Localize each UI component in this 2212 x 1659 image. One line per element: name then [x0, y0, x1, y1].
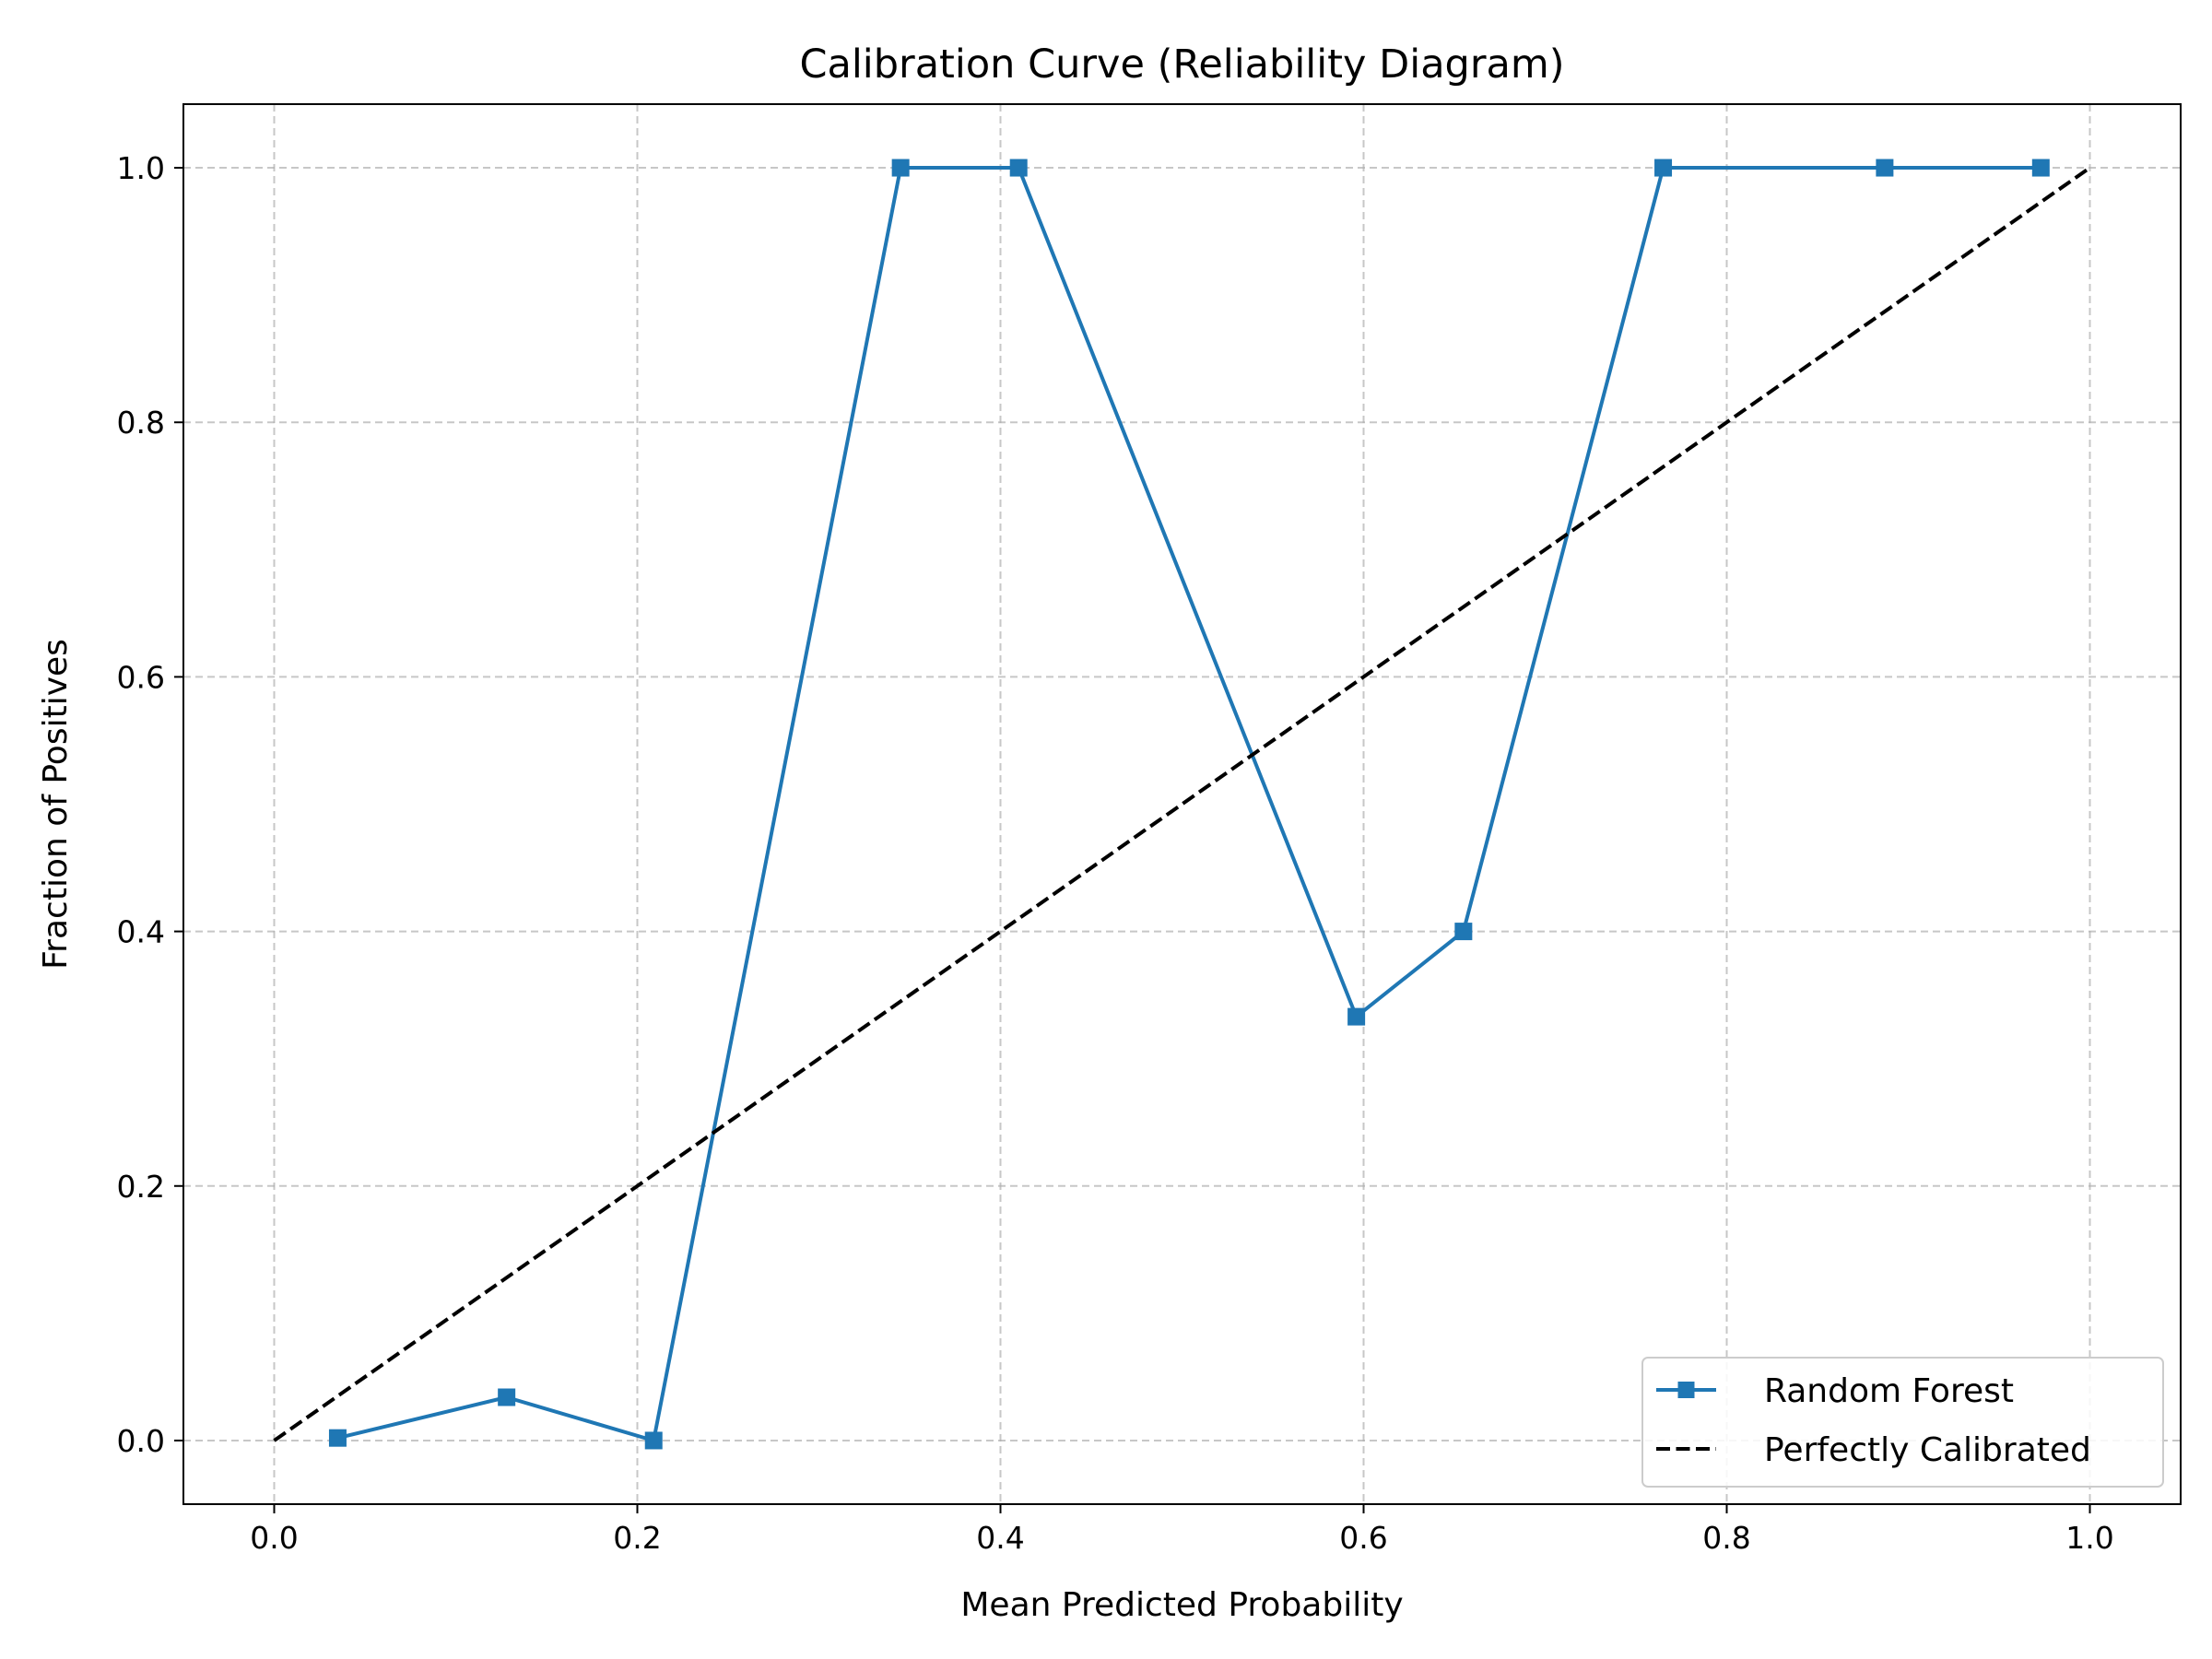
plot-frame — [182, 103, 2182, 1505]
data-point-marker — [1009, 159, 1028, 177]
data-point-marker — [328, 1429, 347, 1447]
x-tick-label: 1.0 — [2065, 1520, 2113, 1556]
x-tick-label: 0.8 — [1702, 1520, 1750, 1556]
data-point-marker — [2031, 159, 2050, 177]
x-tick-label: 0.4 — [976, 1520, 1024, 1556]
data-point-marker — [1876, 159, 1894, 177]
series-line — [273, 166, 2091, 1442]
data-point-marker — [891, 159, 910, 177]
data-point-marker — [644, 1431, 663, 1450]
series-0 — [328, 159, 2050, 1450]
data-point-marker — [498, 1388, 516, 1406]
legend-label: Perfectly Calibrated — [1764, 1431, 2091, 1469]
y-tick-label: 0.0 — [117, 1423, 165, 1459]
x-tick-label: 0.0 — [250, 1520, 298, 1556]
legend-marker — [1677, 1382, 1695, 1398]
grid-layer — [183, 104, 2181, 1504]
y-tick-label: 0.6 — [117, 659, 165, 695]
data-point-marker — [1347, 1007, 1366, 1026]
y-axis-label: Fraction of Positives — [37, 639, 75, 970]
y-tick-label: 0.4 — [117, 914, 165, 950]
legend: Random Forest Perfectly Calibrated — [1641, 1357, 2164, 1488]
series-line — [336, 166, 2041, 1442]
y-tick-label: 0.8 — [117, 405, 165, 441]
data-point-marker — [1654, 159, 1673, 177]
data-point-marker — [1454, 923, 1473, 941]
chart-title: Calibration Curve (Reliability Diagram) — [799, 41, 1564, 88]
series-layer — [273, 159, 2091, 1450]
x-axis-label: Mean Predicted Probability — [960, 1586, 1403, 1624]
legend-label: Random Forest — [1764, 1372, 2014, 1410]
series-1 — [273, 166, 2091, 1442]
y-tick-label: 1.0 — [117, 150, 165, 186]
y-tick-label: 0.2 — [117, 1169, 165, 1205]
tick-layer: 0.0 0.2 0.4 0.6 0.8 1.0 0.0 0.2 0.4 0.6 0.8 1.0 — [117, 150, 2114, 1556]
x-tick-label: 0.6 — [1339, 1520, 1387, 1556]
x-tick-label: 0.2 — [613, 1520, 661, 1556]
legend-box — [1641, 1357, 2164, 1488]
